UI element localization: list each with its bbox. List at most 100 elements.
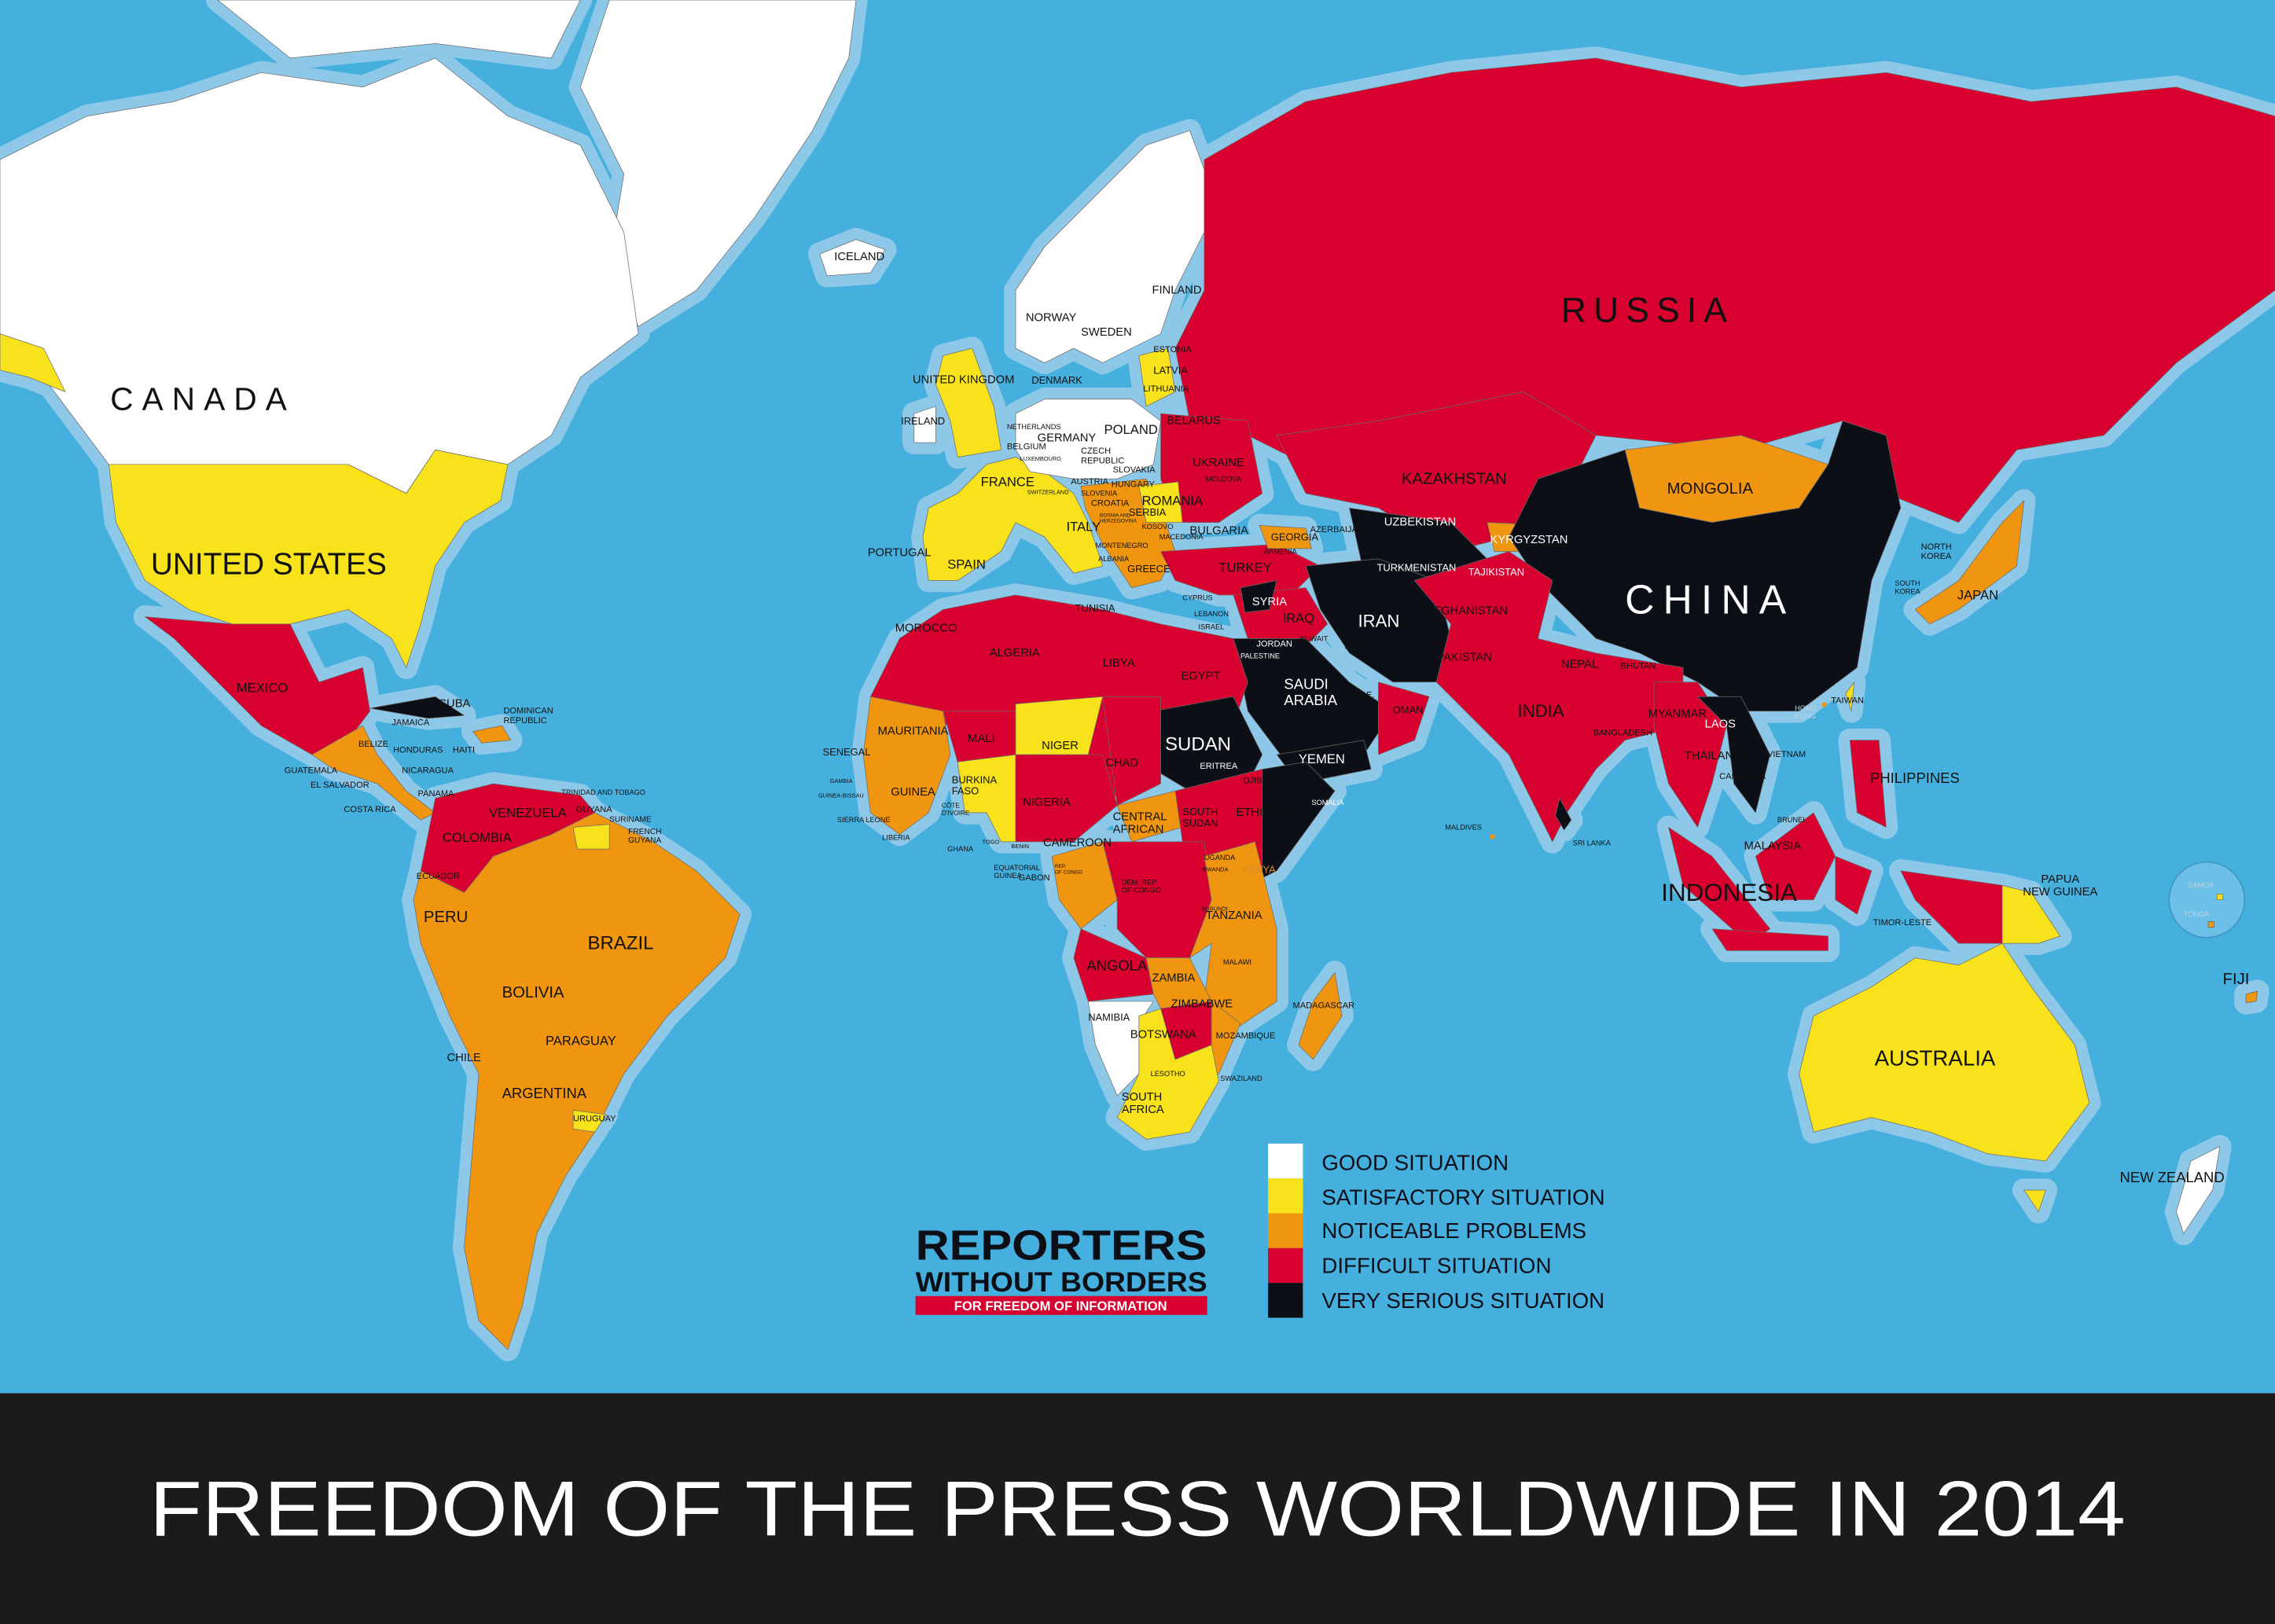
country-label: COSTA RICA	[344, 805, 396, 814]
region-new-zealand	[2176, 1146, 2221, 1234]
country-label: CHILE	[447, 1052, 481, 1064]
country-label: NAMIBIA	[1088, 1012, 1130, 1023]
country-label: ITALY	[1067, 520, 1101, 535]
country-label: UGANDA	[1204, 854, 1236, 862]
region-greenland	[579, 0, 857, 327]
country-label: NIGER	[1042, 740, 1079, 752]
country-label: SOMALIA	[1311, 799, 1344, 806]
country-label: ESTONIA	[1153, 345, 1192, 355]
country-label: ECUADOR	[417, 872, 460, 881]
country-label-line: FASO	[952, 784, 979, 796]
footer-band	[0, 1393, 2275, 1624]
region-united-states	[108, 449, 509, 668]
country-label: SLOVENIA	[1081, 490, 1118, 498]
country-label: SENEGAL	[822, 746, 870, 758]
country-label-line: KONG	[1795, 712, 1816, 720]
country-label-line: AFRICA	[1122, 1104, 1164, 1116]
country-label: JAMAICA	[391, 718, 430, 727]
country-label: MADAGASCAR	[1292, 1001, 1354, 1010]
country-label: TAJIKISTAN	[1468, 566, 1524, 578]
region-fiji	[2245, 990, 2258, 1004]
country-label-line: FRENCH	[628, 827, 661, 836]
country-label: PAKISTAN	[1436, 651, 1492, 663]
country-label: URUGUAY	[573, 1114, 616, 1123]
region-south-asia	[1414, 551, 1684, 843]
region-guianas	[572, 824, 610, 850]
country-label: SPAIN	[947, 557, 986, 572]
region-taiwan	[1845, 682, 1855, 712]
country-label-line: BURKINA	[952, 773, 998, 785]
region-sulawesi	[1835, 855, 1873, 915]
country-label: LIBYA	[1103, 657, 1135, 670]
region-southern-africa	[1116, 1008, 1219, 1140]
country-label: MONTENEGRO	[1095, 542, 1148, 549]
country-label: MOZAMBIQUE	[1216, 1031, 1276, 1041]
country-label: SRI LANKA	[1573, 840, 1612, 847]
region-nigeria	[1015, 754, 1118, 843]
country-label: TIMOR-LESTE	[1873, 918, 1931, 928]
country-label-line: KOREA	[1895, 587, 1920, 595]
country-label: GABON	[1019, 873, 1050, 883]
country-label-line: BOSNIA AND	[1100, 513, 1130, 518]
country-label: IRELAND	[901, 415, 945, 427]
country-label: SUDAN	[1165, 734, 1231, 755]
country-label-line: PAPUA	[2041, 873, 2079, 886]
country-label: BURKINA FASO	[952, 773, 998, 796]
country-label: BELARUS	[1167, 414, 1221, 427]
country-label: SOUTH SUDAN	[1182, 806, 1218, 829]
country-label: BOSNIA AND HERZEGOVINA	[1100, 513, 1138, 524]
country-label: UKRAINE	[1193, 457, 1244, 469]
region-madagascar	[1298, 972, 1343, 1060]
country-label: PANAMA	[418, 789, 455, 799]
region-australia	[1799, 942, 2090, 1162]
region-china	[1509, 421, 1902, 712]
country-label: VIETNAM	[1767, 750, 1806, 759]
rsf-logo: REPORTERS WITHOUT BORDERS FOR FREEDOM OF…	[915, 1223, 1207, 1315]
country-label: TOGO	[983, 838, 1000, 845]
region-romania	[1138, 481, 1183, 524]
country-label: MOROCCO	[895, 622, 957, 634]
country-label: THAILAND	[1685, 750, 1742, 762]
country-label: CENTRAL AFRICAN	[1113, 810, 1167, 836]
country-label: GUYANA	[576, 805, 613, 814]
country-labels: CANADA UNITED STATES MEXICO CUBA JAMAICA DOMI…	[110, 251, 2249, 1185]
country-label: LIBERIA	[882, 833, 910, 841]
country-label-line: DEM. REP.	[1122, 879, 1158, 887]
country-label: VENEZUELA	[489, 805, 568, 820]
country-label: IRAN	[1358, 612, 1400, 631]
country-label: EQUATORIAL GUINEA	[994, 864, 1040, 880]
region-hispaniola	[472, 725, 512, 744]
country-label: NICARAGUA	[402, 766, 454, 775]
country-label: MYANMAR	[1648, 707, 1707, 720]
country-label: DJIBOUTI	[1244, 776, 1283, 785]
country-label: EGYPT	[1181, 670, 1220, 682]
country-label: SERBIA	[1129, 506, 1167, 518]
country-label: PERU	[424, 909, 468, 926]
logo-tagline: FOR FREEDOM OF INFORMATION	[954, 1299, 1167, 1314]
country-label: GREECE	[1127, 563, 1171, 575]
country-label: TAIWAN	[1831, 696, 1864, 706]
region-ireland	[913, 406, 936, 443]
country-label: ROMANIA	[1142, 493, 1204, 508]
region-west-africa	[862, 696, 951, 835]
logo-tagline-bar	[915, 1295, 1207, 1315]
country-label-line: SOUTH	[1182, 806, 1218, 818]
country-label-line: KOREA	[1921, 552, 1952, 561]
country-label-line: HERZEGOVINA	[1100, 518, 1138, 524]
country-label-line: OF CONGO	[1055, 869, 1082, 875]
country-label: TUNISIA	[1075, 602, 1115, 614]
region-belarus-ukraine	[1160, 413, 1263, 524]
country-label: GUINEA-BISSAU	[818, 792, 864, 799]
country-label: SURINAME	[609, 816, 652, 825]
country-label: MALDIVES	[1445, 823, 1482, 831]
country-label: NEW ZEALAND	[2120, 1169, 2225, 1185]
region-myanmar-thailand	[1653, 682, 1727, 828]
maldives-marker	[1490, 834, 1495, 840]
country-label: DENMARK	[1031, 374, 1082, 386]
country-label: LEBANON	[1194, 610, 1229, 618]
country-label: MEXICO	[237, 681, 289, 696]
country-label: BOLIVIA	[502, 984, 564, 1001]
region-mexico	[145, 616, 371, 755]
country-label: SWITZERLAND	[1027, 488, 1069, 495]
pacific-islands-inset	[2168, 861, 2245, 939]
